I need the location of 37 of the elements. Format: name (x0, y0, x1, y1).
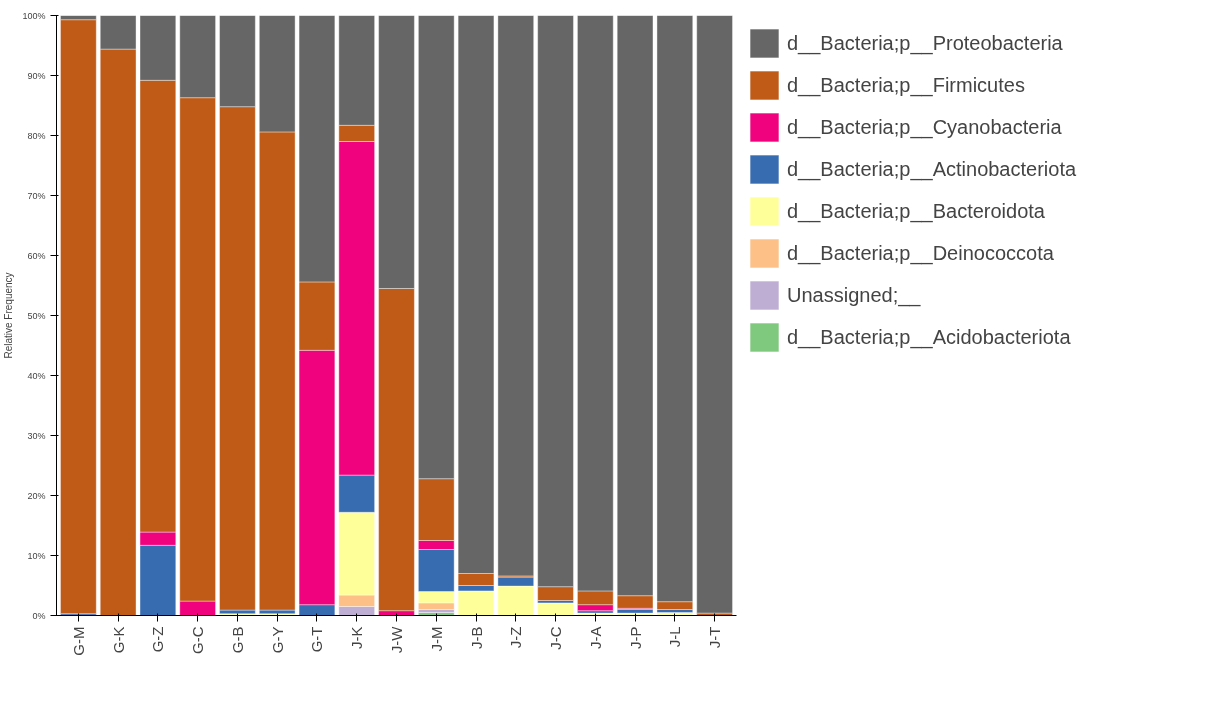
x-tick-label: J-W (388, 625, 405, 654)
x-tick-label: J-L (666, 626, 684, 648)
x-tick-label: J-K (348, 626, 366, 649)
y-tick-label: 30% (27, 430, 46, 441)
x-tick-label: J-T (706, 626, 724, 649)
legend-label: d__Bacteria;p__Proteobacteria (787, 30, 1063, 57)
y-tick-label: 20% (27, 490, 46, 501)
x-tick-label: J-M (427, 626, 445, 652)
x-tick-label: J-Z (507, 626, 525, 649)
x-tick-label: J-B (467, 626, 485, 649)
x-tick-label: J-P (626, 626, 644, 649)
legend-label: d__Bacteria;p__Bacteroidota (787, 198, 1045, 225)
x-tick-label: J-A (586, 626, 604, 649)
y-tick-label: 60% (27, 250, 46, 261)
x-tick-label: G-Z (149, 626, 167, 653)
x-tick-label: G-K (109, 626, 127, 654)
x-tick-label: G-T (308, 626, 326, 653)
legend-label: d__Bacteria;p__Deinococcota (787, 240, 1054, 267)
legend-label: d__Bacteria;p__Cyanobacteria (787, 114, 1062, 141)
legend-label: Unassigned;__ (787, 282, 921, 309)
legend-label: d__Bacteria;p__Firmicutes (787, 72, 1025, 99)
y-tick-label: 100% (22, 10, 46, 21)
legend-label: d__Bacteria;p__Actinobacteriota (787, 156, 1077, 183)
legend-label: d__Bacteria;p__Acidobacteriota (787, 324, 1071, 351)
y-tick-label: 10% (27, 550, 46, 561)
y-tick-label: 0% (32, 610, 46, 621)
x-tick-label: G-B (228, 626, 246, 654)
x-tick-label: G-M (69, 626, 87, 656)
x-tick-label: G-C (189, 626, 207, 654)
y-tick-label: 90% (27, 70, 46, 81)
y-axis-title: Relative Frequency (3, 272, 15, 359)
x-tick-label: J-C (547, 626, 565, 650)
y-tick-label: 50% (27, 310, 46, 321)
y-tick-label: 70% (27, 190, 46, 201)
y-tick-label: 40% (27, 370, 46, 381)
y-tick-label: 80% (27, 130, 46, 141)
x-tick-label: G-Y (268, 626, 286, 654)
